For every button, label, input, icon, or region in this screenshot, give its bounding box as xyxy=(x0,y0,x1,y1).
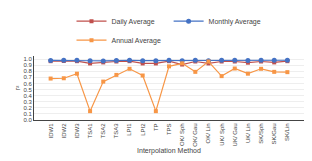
svg-text:0.7: 0.7 xyxy=(23,74,32,80)
svg-text:Monthly Average: Monthly Average xyxy=(209,18,261,26)
svg-text:0.5: 0.5 xyxy=(23,87,32,93)
svg-text:OK/ Lin: OK/ Lin xyxy=(205,123,211,143)
svg-text:UK/ Gau: UK/ Gau xyxy=(232,123,238,146)
svg-text:UK/ Lin: UK/ Lin xyxy=(245,123,251,143)
svg-text:Annual Average: Annual Average xyxy=(112,37,161,45)
svg-text:0.2: 0.2 xyxy=(23,105,32,111)
svg-text:LPI2: LPI2 xyxy=(140,123,146,136)
svg-text:r²: r² xyxy=(14,85,21,90)
svg-text:SK/Gau: SK/Gau xyxy=(271,123,277,144)
svg-text:0.0: 0.0 xyxy=(23,117,32,123)
svg-text:0.8: 0.8 xyxy=(23,68,32,74)
svg-text:SK/Sph: SK/Sph xyxy=(258,123,264,143)
svg-text:TSA3: TSA3 xyxy=(113,123,119,139)
svg-text:0.1: 0.1 xyxy=(23,111,32,117)
svg-text:TP: TP xyxy=(153,123,159,131)
svg-text:TSA2: TSA2 xyxy=(100,123,106,139)
svg-text:1.0: 1.0 xyxy=(23,56,32,62)
svg-text:UK/ Sph: UK/ Sph xyxy=(219,123,225,145)
svg-text:IDW2: IDW2 xyxy=(61,123,67,139)
svg-text:IDW1: IDW1 xyxy=(48,123,54,139)
svg-text:SK/Lin: SK/Lin xyxy=(284,123,290,141)
svg-text:0.6: 0.6 xyxy=(23,81,32,87)
svg-text:LPI1: LPI1 xyxy=(126,123,132,136)
svg-text:IDW3: IDW3 xyxy=(74,123,80,139)
svg-text:0.9: 0.9 xyxy=(23,62,32,68)
svg-text:0.4: 0.4 xyxy=(23,93,32,99)
svg-text:0.3: 0.3 xyxy=(23,99,32,105)
svg-text:TPS: TPS xyxy=(166,123,172,135)
svg-text:OK/ Gau: OK/ Gau xyxy=(192,123,198,146)
svg-text:Interpolation Method: Interpolation Method xyxy=(137,147,201,155)
svg-text:Daily Average: Daily Average xyxy=(112,18,155,26)
svg-text:OK/ Sph: OK/ Sph xyxy=(179,123,185,146)
svg-text:TSA1: TSA1 xyxy=(87,123,93,139)
